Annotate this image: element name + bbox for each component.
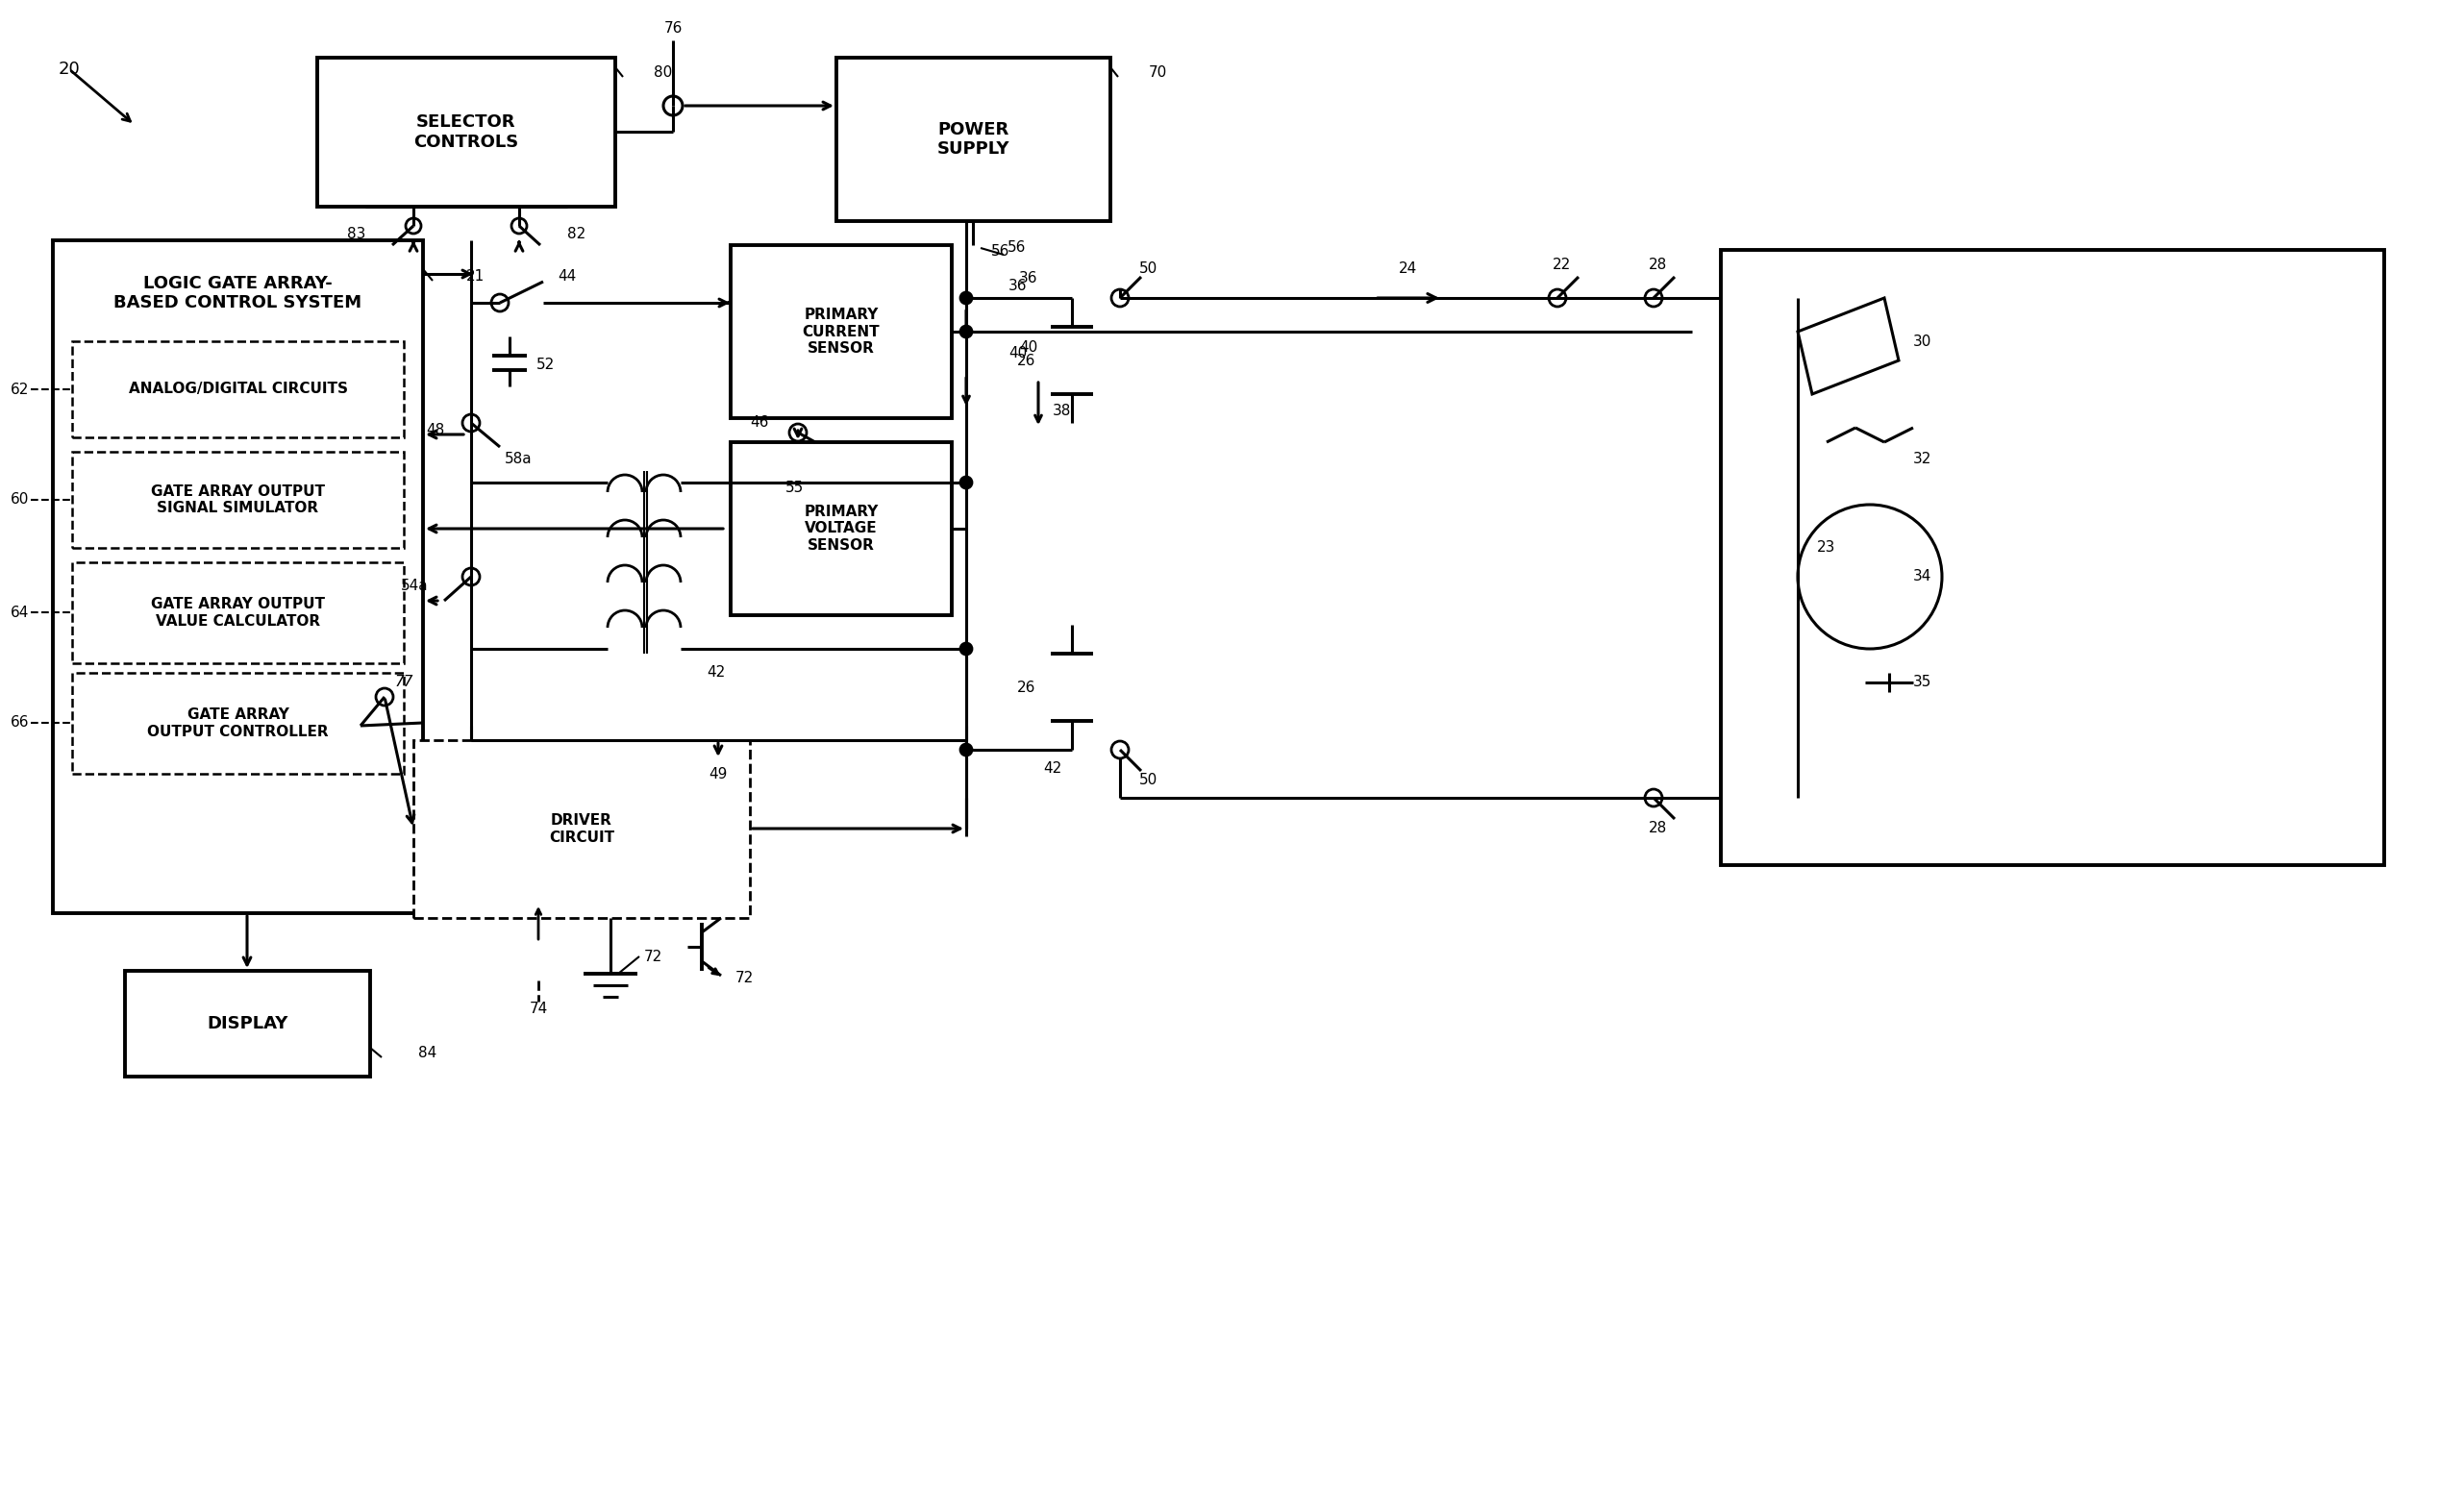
Bar — [73, 342, 405, 437]
Text: 48: 48 — [427, 423, 444, 438]
Text: DRIVER
CIRCUIT: DRIVER CIRCUIT — [549, 813, 615, 845]
Circle shape — [1549, 289, 1566, 307]
Text: 20: 20 — [59, 60, 80, 77]
Circle shape — [376, 688, 393, 706]
Text: 42: 42 — [707, 665, 724, 680]
Bar — [73, 452, 405, 547]
Circle shape — [512, 218, 527, 233]
Text: 49: 49 — [710, 767, 727, 782]
Text: PRIMARY
CURRENT
SENSOR: PRIMARY CURRENT SENSOR — [802, 307, 880, 355]
Circle shape — [961, 643, 973, 655]
Text: 64: 64 — [10, 605, 29, 620]
Text: 40: 40 — [1020, 340, 1039, 355]
Bar — [73, 673, 405, 774]
Circle shape — [490, 295, 510, 311]
Text: 26: 26 — [1017, 354, 1037, 367]
Bar — [732, 442, 951, 615]
Text: 84: 84 — [417, 1045, 437, 1060]
Circle shape — [1112, 741, 1129, 759]
Text: PRIMARY
VOLTAGE
SENSOR: PRIMARY VOLTAGE SENSOR — [805, 505, 878, 552]
Text: SELECTOR
CONTROLS: SELECTOR CONTROLS — [415, 113, 520, 151]
Text: DISPLAY: DISPLAY — [207, 1015, 288, 1033]
Bar — [1722, 249, 2385, 865]
Circle shape — [961, 744, 973, 756]
Text: 52: 52 — [537, 358, 556, 372]
Text: 54a: 54a — [400, 579, 427, 594]
Text: 34: 34 — [1912, 570, 1932, 584]
Bar — [73, 562, 405, 664]
Text: 70: 70 — [1149, 65, 1168, 79]
Text: GATE ARRAY OUTPUT
VALUE CALCULATOR: GATE ARRAY OUTPUT VALUE CALCULATOR — [151, 597, 324, 629]
Circle shape — [961, 292, 973, 304]
Text: 50: 50 — [1139, 773, 1159, 788]
Text: 21: 21 — [466, 269, 485, 284]
Text: 50: 50 — [1139, 262, 1159, 277]
Text: 40: 40 — [1007, 346, 1027, 361]
Text: 28: 28 — [1649, 257, 1668, 272]
Text: LOGIC GATE ARRAY-
BASED CONTROL SYSTEM: LOGIC GATE ARRAY- BASED CONTROL SYSTEM — [115, 275, 361, 311]
Circle shape — [790, 423, 807, 442]
Circle shape — [1644, 789, 1663, 806]
Text: 26: 26 — [1017, 680, 1037, 694]
Text: POWER
SUPPLY: POWER SUPPLY — [937, 121, 1010, 159]
Bar — [732, 245, 951, 419]
Text: 36: 36 — [1007, 280, 1027, 293]
Text: 24: 24 — [1400, 262, 1417, 277]
Text: 28: 28 — [1649, 821, 1668, 836]
Text: ANALOG/DIGITAL CIRCUITS: ANALOG/DIGITAL CIRCUITS — [129, 383, 346, 396]
Text: 82: 82 — [568, 227, 585, 240]
Text: 30: 30 — [1912, 334, 1932, 348]
Circle shape — [405, 218, 422, 233]
Circle shape — [1112, 289, 1129, 307]
Text: 62: 62 — [10, 383, 29, 396]
Polygon shape — [1798, 298, 1898, 395]
Text: 72: 72 — [644, 950, 663, 963]
Circle shape — [663, 97, 683, 115]
Text: 72: 72 — [737, 971, 754, 984]
Text: 56: 56 — [1007, 240, 1027, 256]
Bar — [837, 57, 1110, 221]
Text: 60: 60 — [10, 493, 29, 507]
Text: 76: 76 — [663, 21, 683, 36]
Text: 32: 32 — [1912, 452, 1932, 467]
Circle shape — [961, 327, 971, 337]
Circle shape — [961, 478, 971, 487]
Circle shape — [1798, 505, 1941, 649]
Circle shape — [463, 569, 480, 585]
Text: 42: 42 — [1044, 762, 1061, 776]
Circle shape — [463, 414, 480, 431]
Bar — [124, 971, 371, 1077]
Text: 83: 83 — [346, 227, 366, 240]
Text: 22: 22 — [1554, 257, 1571, 272]
Text: GATE ARRAY OUTPUT
SIGNAL SIMULATOR: GATE ARRAY OUTPUT SIGNAL SIMULATOR — [151, 484, 324, 516]
Text: GATE ARRAY
OUTPUT CONTROLLER: GATE ARRAY OUTPUT CONTROLLER — [146, 708, 329, 739]
Text: 55: 55 — [785, 481, 802, 496]
Text: 77: 77 — [395, 676, 412, 689]
Text: 74: 74 — [529, 1002, 549, 1016]
Text: 80: 80 — [654, 65, 673, 79]
Text: 35: 35 — [1912, 676, 1932, 689]
Bar — [317, 57, 615, 207]
Text: 46: 46 — [751, 416, 768, 429]
Text: 66: 66 — [10, 715, 29, 730]
Bar — [412, 741, 749, 918]
Text: 36: 36 — [1020, 272, 1039, 286]
Circle shape — [1644, 289, 1663, 307]
Text: 23: 23 — [1817, 541, 1837, 555]
Text: 38: 38 — [1054, 404, 1071, 417]
Bar — [54, 240, 422, 913]
Circle shape — [961, 476, 973, 488]
Circle shape — [961, 327, 973, 337]
Text: 44: 44 — [559, 269, 576, 283]
Text: 56: 56 — [990, 245, 1010, 259]
Text: 58a: 58a — [505, 452, 532, 467]
